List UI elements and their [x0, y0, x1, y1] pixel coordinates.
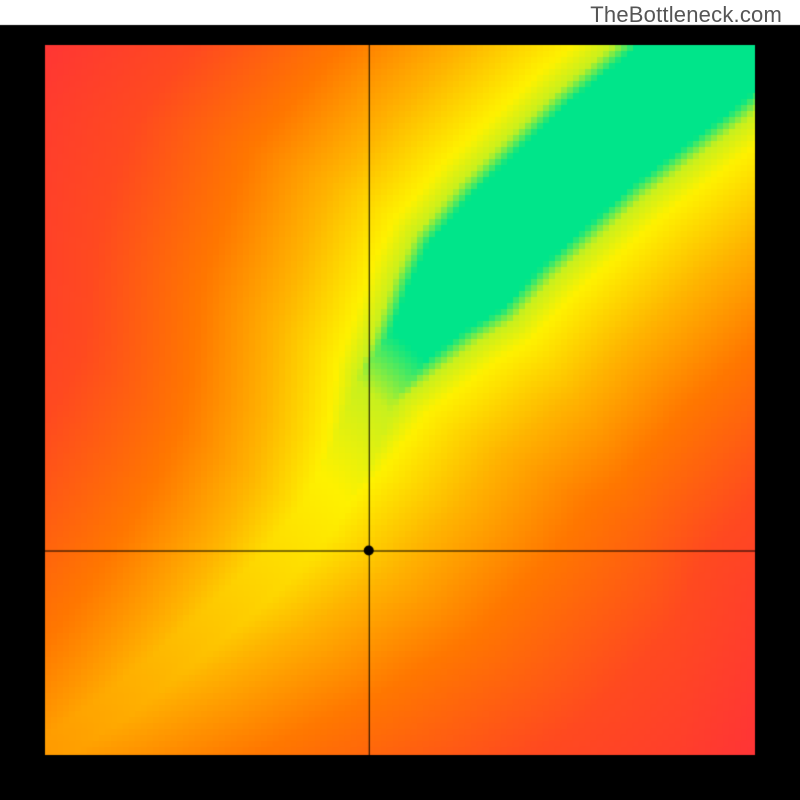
chart-container: TheBottleneck.com — [0, 0, 800, 800]
watermark-text: TheBottleneck.com — [590, 2, 782, 28]
heatmap-canvas — [0, 0, 800, 800]
